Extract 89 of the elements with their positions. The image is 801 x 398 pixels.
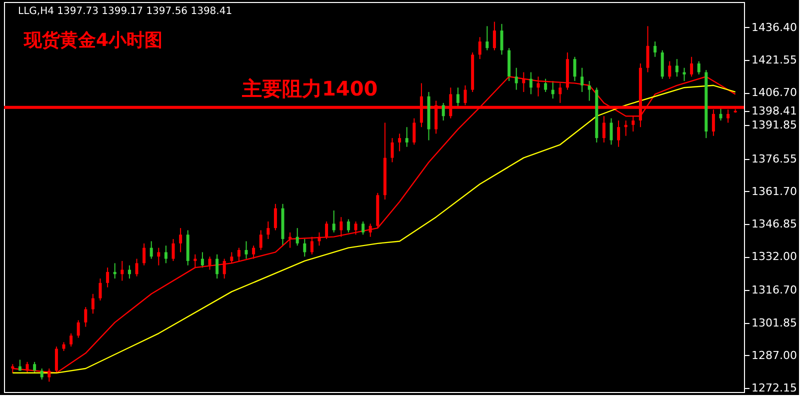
candlestick <box>288 232 292 248</box>
y-tick-label: 1301.85 <box>752 316 797 330</box>
candlestick <box>551 80 554 100</box>
candlestick <box>222 258 226 280</box>
y-tick-label: 1316.70 <box>752 284 797 297</box>
candlestick <box>632 116 635 132</box>
candlestick <box>398 133 402 152</box>
candlestick <box>142 242 146 266</box>
candlestick <box>40 368 44 380</box>
candlestick <box>646 26 650 73</box>
candlestick <box>529 72 532 95</box>
y-tick-label: 1406.70 <box>752 86 797 100</box>
candlestick <box>500 23 504 56</box>
candlestick <box>588 80 591 102</box>
candlestick <box>340 216 343 238</box>
ref-line-label: 主要阻力1400 <box>241 76 378 100</box>
candlestick <box>697 60 700 75</box>
candlestick <box>172 238 175 262</box>
candlestick <box>230 252 234 264</box>
y-tick-label: 1436.40 <box>752 20 797 34</box>
candlestick <box>106 267 110 288</box>
candlestick <box>368 223 372 238</box>
candlestick <box>390 138 394 163</box>
candlestick <box>157 247 160 266</box>
candlestick <box>303 238 306 258</box>
candlestick <box>310 236 314 255</box>
candlestick <box>200 252 204 268</box>
candlestick <box>296 228 299 246</box>
y-tick-label: 1287.00 <box>752 348 797 362</box>
candlestick <box>274 203 277 231</box>
candlestick <box>84 306 88 328</box>
candlestick <box>610 118 613 146</box>
candlestick <box>332 210 336 233</box>
candlestick <box>70 332 73 348</box>
candlestick <box>442 102 445 122</box>
text: 现货黄金4小时图 <box>23 30 163 51</box>
candlestick <box>113 262 116 280</box>
candlestick <box>120 260 124 282</box>
candlestick <box>492 21 496 51</box>
candlestick <box>486 26 489 51</box>
candlestick <box>690 56 694 78</box>
candlestick <box>354 220 358 236</box>
candlestick <box>362 220 365 236</box>
candlestick <box>602 116 606 143</box>
y-tick-label: 1398.41 <box>752 104 797 118</box>
candlestick <box>668 60 672 80</box>
candlestick <box>675 58 678 78</box>
candlestick <box>194 254 197 268</box>
candlestick <box>514 67 518 90</box>
candlestick <box>719 106 722 122</box>
annotation: LLG,H4 1397.73 1399.17 1397.56 1398.41 <box>18 6 232 17</box>
y-tick-label: 1421.55 <box>752 54 797 67</box>
candlestick <box>544 78 548 92</box>
candlestick <box>682 67 686 82</box>
candlestick <box>259 230 262 250</box>
candlestick <box>573 56 576 82</box>
y-tick-label: 1272.15 <box>752 381 797 394</box>
candlestick <box>244 240 248 260</box>
y-tick-label: 1361.70 <box>752 184 797 198</box>
y-tick-label: 1346.85 <box>752 217 797 230</box>
candlestick <box>412 118 416 146</box>
y-tick-label: 1391.85 <box>752 118 797 132</box>
candlestick <box>216 254 219 280</box>
candlestick <box>346 218 350 233</box>
y-tick-label: 1332.00 <box>752 250 797 264</box>
candlestick <box>128 264 131 280</box>
candlestick <box>624 120 628 136</box>
candlestick <box>266 220 270 240</box>
candlestick <box>237 247 240 262</box>
candlestick <box>478 36 482 60</box>
candlestick <box>318 232 321 246</box>
candlestick <box>325 220 328 240</box>
y-tick-label: 1376.55 <box>752 152 797 166</box>
candlestick <box>91 293 94 314</box>
candlestick <box>580 67 584 92</box>
candlestick <box>617 120 620 148</box>
candlestick <box>179 228 182 253</box>
candlestick <box>558 82 562 104</box>
candlestick <box>98 278 102 301</box>
candlestick <box>76 320 80 338</box>
candlestick <box>252 245 256 260</box>
candlestick <box>150 240 153 260</box>
candlestick <box>135 258 138 277</box>
candlestick <box>33 361 36 374</box>
candlestick <box>456 87 460 108</box>
candlestick <box>654 41 657 58</box>
candlestick <box>208 256 212 270</box>
candlestick <box>164 245 168 264</box>
candlestick <box>405 126 408 148</box>
